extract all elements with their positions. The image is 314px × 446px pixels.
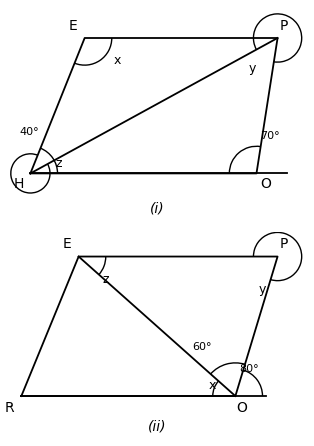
Text: z: z [102,273,109,285]
Text: P: P [279,19,288,33]
Text: P: P [279,237,288,251]
Text: 70°: 70° [260,132,280,141]
Text: y: y [248,62,256,75]
Text: 40°: 40° [19,128,39,137]
Text: 80°: 80° [239,364,259,374]
Text: y: y [259,283,266,296]
Text: E: E [62,237,71,251]
Text: E: E [68,19,77,33]
Text: x: x [209,379,216,392]
Text: H: H [13,177,24,190]
Text: x: x [114,54,122,67]
Text: R: R [4,401,14,415]
Text: (i): (i) [150,201,164,215]
Text: (ii): (ii) [148,420,166,434]
Text: O: O [260,177,271,190]
Text: O: O [236,401,247,415]
Text: 60°: 60° [192,342,212,352]
Text: z: z [56,157,62,169]
